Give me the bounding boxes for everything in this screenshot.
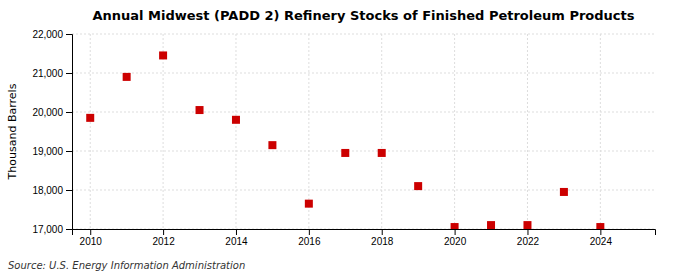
point — [268, 141, 276, 149]
point — [560, 188, 568, 196]
y-axis: 17,000 18,000 19,000 20,000 21,000 22,000 — [32, 29, 72, 235]
grid-line — [163, 34, 164, 229]
y-tick-mark — [66, 229, 72, 230]
point — [341, 149, 349, 157]
x-tick-label: 2010 — [80, 236, 103, 247]
x-tick-label: 2016 — [298, 236, 321, 247]
y-tick-label: 22,000 — [32, 29, 63, 40]
grid-line — [527, 34, 528, 229]
point — [414, 182, 422, 190]
grid-line — [72, 34, 655, 35]
grid — [72, 34, 655, 229]
grid-line — [600, 34, 601, 229]
point — [305, 200, 313, 208]
x-tick: 2014 — [225, 229, 248, 247]
x-tick: 2010 — [80, 229, 103, 247]
grid-line — [72, 112, 655, 113]
x-tick: 2024 — [590, 229, 613, 247]
y-tick: 17,000 — [32, 224, 72, 235]
annotation: Source: U.S. Energy Information Administ… — [8, 260, 245, 271]
grid-line — [90, 34, 91, 229]
y-tick-mark — [66, 73, 72, 74]
grid-line — [381, 34, 382, 229]
x-tick-label: 2012 — [152, 236, 175, 247]
title: Annual Midwest (PADD 2) Refinery Stocks … — [92, 8, 634, 23]
y-tick-label: 19,000 — [32, 146, 63, 157]
y-tick-mark — [66, 190, 72, 191]
point — [596, 223, 604, 229]
grid-line — [454, 34, 455, 229]
grid-line — [235, 34, 236, 229]
x-tick-label: 2024 — [590, 236, 613, 247]
x-tick-mark — [90, 229, 91, 235]
x-tick: 2022 — [517, 229, 540, 247]
point — [86, 114, 94, 122]
point — [378, 149, 386, 157]
chart: 2010 2012 2014 2016 2018 2020 2022 2024 17,000 18… — [0, 0, 675, 275]
y-tick-label: 17,000 — [32, 224, 63, 235]
y-tick: 21,000 — [32, 68, 72, 79]
y-tick-mark — [66, 112, 72, 113]
x-tick: 2016 — [298, 229, 321, 247]
x-axis-line — [73, 230, 656, 236]
x-tick-mark — [455, 229, 456, 235]
point — [523, 221, 531, 229]
x-tick-mark — [527, 229, 528, 235]
y-tick-mark — [66, 151, 72, 152]
x-tick-mark — [382, 229, 383, 235]
x-tick-mark — [163, 229, 164, 235]
y-tick: 18,000 — [32, 185, 72, 196]
x-tick: 2012 — [152, 229, 175, 247]
y-tick-label: 21,000 — [32, 68, 63, 79]
y-tick-mark — [66, 34, 72, 35]
y-tick: 22,000 — [32, 29, 72, 40]
y-axis-title: Thousand Barrels — [6, 83, 19, 180]
point — [232, 116, 240, 124]
grid-line — [72, 73, 655, 74]
points — [86, 51, 604, 229]
y-tick-label: 18,000 — [32, 185, 63, 196]
x-tick: 2018 — [371, 229, 394, 247]
x-tick-label: 2014 — [225, 236, 248, 247]
x-axis: 2010 2012 2014 2016 2018 2020 2022 2024 — [73, 229, 656, 247]
grid-line — [72, 151, 655, 152]
y-tick: 19,000 — [32, 146, 72, 157]
x-tick-mark — [600, 229, 601, 235]
point — [487, 221, 495, 229]
point — [196, 106, 204, 114]
y-tick-label: 20,000 — [32, 107, 63, 118]
x-tick-mark — [309, 229, 310, 235]
x-tick-label: 2018 — [371, 236, 394, 247]
y-tick: 20,000 — [32, 107, 72, 118]
x-tick-label: 2022 — [517, 236, 540, 247]
point — [451, 223, 459, 229]
point — [123, 73, 131, 81]
x-tick-mark — [236, 229, 237, 235]
x-tick-label: 2020 — [444, 236, 467, 247]
plot: 2010 2012 2014 2016 2018 2020 2022 2024 17,000 18… — [32, 29, 655, 247]
x-tick: 2020 — [444, 229, 467, 247]
point — [159, 51, 167, 59]
y-axis-line — [66, 35, 73, 230]
